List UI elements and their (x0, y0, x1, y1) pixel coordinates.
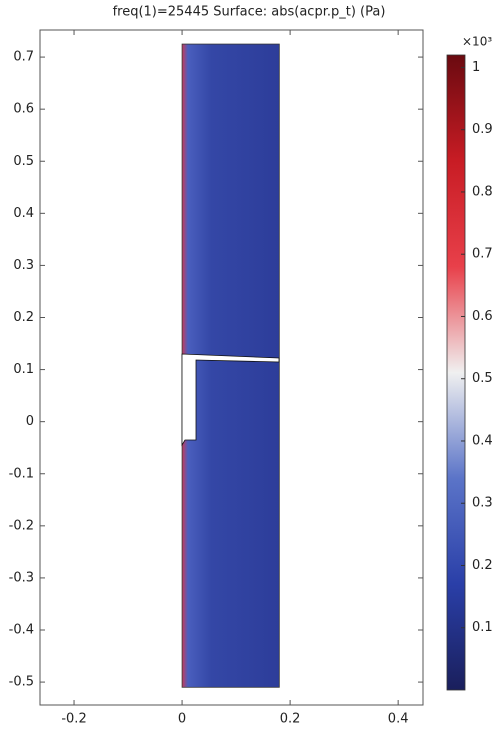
colorbar (446, 54, 466, 691)
colorbar-tick-label: 0.7 (472, 247, 493, 262)
y-tick-label: 0.3 (13, 258, 34, 273)
colorbar-multiplier: ×10³ (462, 35, 492, 49)
y-tick-label: 0.7 (13, 50, 34, 65)
colorbar-tick-label: 0.9 (472, 122, 493, 137)
y-tick-label: 0.4 (13, 206, 34, 221)
y-tick-label: -0.4 (9, 623, 34, 638)
y-tick-label: -0.2 (9, 518, 34, 533)
y-tick-label: 0.5 (13, 154, 34, 169)
y-tick-label: 0.1 (13, 362, 34, 377)
chart-title: freq(1)=25445 Surface: abs(acpr.p_t) (Pa… (113, 5, 386, 20)
colorbar-tick-label: 0.1 (472, 620, 493, 635)
colorbar-tick-label: 0.2 (472, 558, 493, 573)
colorbar-tick-label: 0.4 (472, 433, 493, 448)
y-tick-label: -0.3 (9, 570, 34, 585)
colorbar-tick-label: 0.6 (472, 309, 493, 324)
colorbar-tick-label: 0.3 (472, 496, 493, 511)
y-tick-label: 0 (26, 414, 34, 429)
y-tick-label: 0.6 (13, 102, 34, 117)
domain-gap (181, 353, 280, 447)
x-tick-label: 0 (178, 712, 186, 727)
surface-domain (181, 43, 280, 688)
x-tick-label: 0.2 (280, 712, 301, 727)
y-tick-label: 0.2 (13, 310, 34, 325)
x-tick-label: -0.2 (61, 712, 86, 727)
colorbar-tick-label: 1 (472, 60, 480, 75)
y-tick-label: -0.5 (9, 675, 34, 690)
colorbar-tick-label: 0.5 (472, 371, 493, 386)
y-tick-label: -0.1 (9, 466, 34, 481)
colorbar-tick-label: 0.8 (472, 184, 493, 199)
x-tick-label: 0.4 (388, 712, 409, 727)
